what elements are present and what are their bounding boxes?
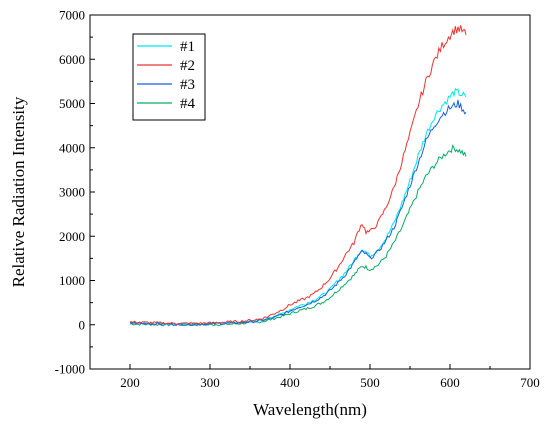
series-line-3 bbox=[129, 99, 467, 326]
y-tick-label: 6000 bbox=[59, 52, 85, 67]
y-tick-label: 2000 bbox=[59, 229, 85, 244]
x-axis-title: Wavelength(nm) bbox=[253, 400, 367, 419]
series-line-2 bbox=[129, 25, 467, 325]
y-tick-label: 7000 bbox=[59, 8, 85, 23]
legend-label-1: #1 bbox=[180, 39, 195, 55]
legend-label-3: #3 bbox=[180, 77, 195, 93]
legend-label-4: #4 bbox=[180, 96, 196, 112]
y-tick-label: 1000 bbox=[59, 273, 85, 288]
ticks-layer: 200 300 400 500 600 700 -1000 0 1000 2000 3000 4000… bbox=[55, 8, 540, 391]
x-tick-label: 500 bbox=[360, 375, 380, 390]
x-tick-label: 300 bbox=[200, 375, 220, 390]
series-line-1 bbox=[129, 87, 467, 326]
y-tick-label: 3000 bbox=[59, 185, 85, 200]
legend: #1 #2 #3 #4 bbox=[132, 33, 206, 121]
y-tick-label: -1000 bbox=[55, 362, 85, 377]
y-tick-label: 5000 bbox=[59, 96, 85, 111]
x-tick-label: 200 bbox=[120, 375, 140, 390]
y-tick-label: 0 bbox=[79, 317, 86, 332]
series-layer bbox=[129, 25, 467, 327]
x-tick-label: 400 bbox=[280, 375, 300, 390]
y-tick-label: 4000 bbox=[59, 140, 85, 155]
x-tick-label: 700 bbox=[520, 375, 540, 390]
series-line-4 bbox=[129, 144, 467, 327]
x-tick-label: 600 bbox=[440, 375, 460, 390]
legend-label-2: #2 bbox=[180, 58, 195, 74]
y-axis-title: Relative Radiation Intensity bbox=[9, 96, 28, 287]
legend-box bbox=[132, 33, 206, 121]
